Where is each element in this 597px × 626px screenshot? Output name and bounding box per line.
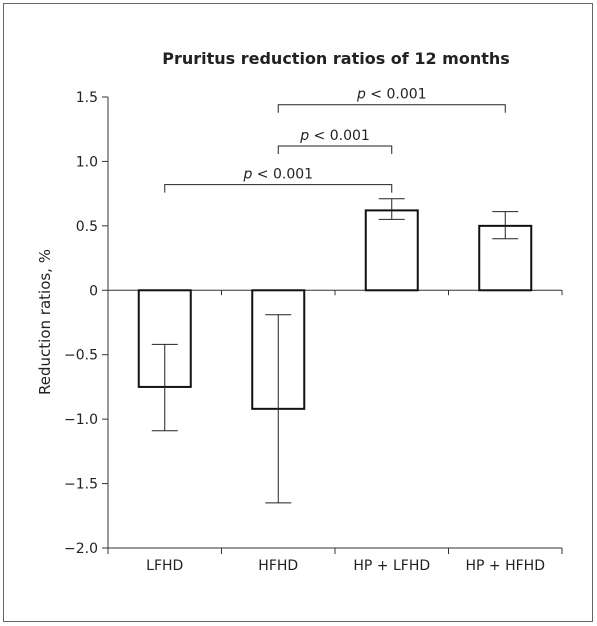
x-tick-label: HP + LFHD xyxy=(353,558,430,574)
p-relation: < 0.001 xyxy=(309,128,370,144)
significance-label: p < 0.001 xyxy=(242,167,313,183)
significance-bracket xyxy=(277,145,393,154)
p-symbol: p xyxy=(299,128,309,144)
significance-bracket xyxy=(164,184,393,193)
y-tick-label: 0.5 xyxy=(76,219,98,235)
y-tick-label: −1.5 xyxy=(64,477,98,493)
error-bars xyxy=(151,198,519,504)
x-tick-label: HFHD xyxy=(258,558,298,574)
significance-label: p < 0.001 xyxy=(356,87,427,103)
x-tick-label: LFHD xyxy=(146,558,183,574)
y-tick-label: 1.0 xyxy=(76,154,98,170)
y-tick-label: −2.0 xyxy=(64,541,98,557)
x-tick-label: HP + HFHD xyxy=(466,558,546,574)
y-tick-label: 1.5 xyxy=(76,90,98,106)
axes: 1.5 1.0 0.5 0 −0.5 −1.0 −1.5 −2.0 LFHD HFHD HP + L… xyxy=(64,90,563,574)
p-relation: < 0.001 xyxy=(252,167,313,183)
significance-bracket xyxy=(277,104,506,113)
p-symbol: p xyxy=(242,167,252,183)
p-symbol: p xyxy=(356,87,366,103)
p-relation: < 0.001 xyxy=(366,87,427,103)
y-tick-label: −1.0 xyxy=(64,412,98,428)
chart-title: Pruritus reduction ratios of 12 months xyxy=(162,49,510,68)
y-tick-label: 0 xyxy=(89,283,98,299)
significance-label: p < 0.001 xyxy=(299,128,370,144)
y-axis-label: Reduction ratios, % xyxy=(36,249,54,395)
y-tick-label: −0.5 xyxy=(64,348,98,364)
bar xyxy=(364,209,419,292)
